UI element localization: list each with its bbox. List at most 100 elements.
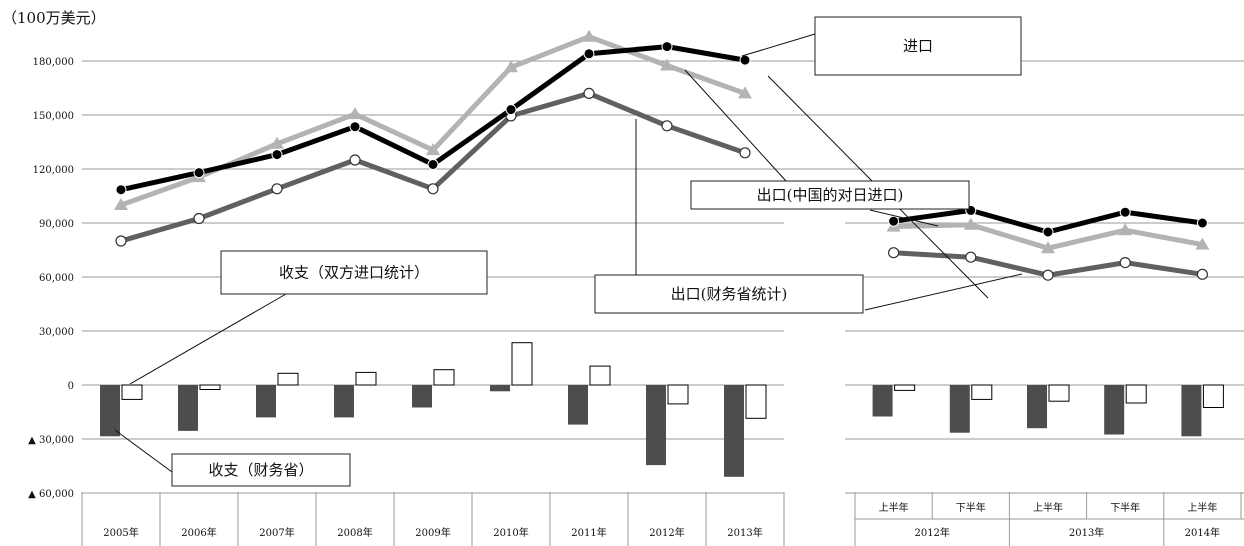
point-export-mof	[583, 87, 595, 100]
x-tick-label: 2013年	[727, 526, 762, 539]
point-export-china	[114, 198, 128, 210]
x-tick-label: 2012年	[649, 526, 684, 539]
point-import	[193, 167, 205, 179]
x-axis: 2005年 2006年 2007年 2008年 2009年 2010年 2011年 2012年…	[81, 492, 1244, 546]
bar-balance-dual	[894, 384, 916, 391]
bar-balance-dual	[277, 372, 299, 386]
point-export-mof	[887, 247, 900, 259]
bar-balance-mof	[646, 385, 666, 466]
y-tick-label: ▲ 60,000	[28, 489, 74, 500]
callout-export-china-box	[690, 180, 970, 210]
point-export-mof	[739, 147, 751, 159]
point-export-china	[963, 217, 978, 230]
point-export-china	[1041, 241, 1055, 254]
x-tick-label: 2006年	[181, 526, 216, 539]
unit-label: （100万美元）	[2, 9, 106, 27]
y-axis-ticks: ▲ 60,000 ▲ 30,000 0 30,000 60,000 90,000 120,0…	[28, 57, 74, 500]
bar-balance-dual	[121, 384, 143, 400]
point-export-mof	[193, 212, 205, 225]
point-import	[271, 149, 283, 161]
point-import	[1119, 206, 1131, 218]
point-import	[739, 54, 751, 66]
y-tick-label: 150,000	[33, 111, 74, 122]
y-tick-label: 30,000	[39, 327, 74, 338]
callout-balance-dual-box	[220, 250, 488, 295]
bar-balance-dual	[971, 384, 993, 400]
x-tick-label: 上半年	[1033, 501, 1063, 514]
point-export-mof	[1119, 257, 1131, 269]
bar-balance-mof	[872, 385, 893, 417]
callout-export-mof-text: 出口(财务省统计)	[671, 285, 788, 303]
bar-balance-mof	[256, 385, 276, 418]
callout-leader-export-china	[684, 69, 787, 182]
callout-import-box	[814, 16, 1022, 76]
bar-balance-dual	[1125, 384, 1147, 404]
bar-balance-mof	[1181, 385, 1202, 437]
bar-balance-mof	[100, 385, 120, 437]
bar-balance-dual	[745, 384, 767, 419]
point-export-china	[270, 136, 284, 149]
x-tick-label: 2008年	[337, 526, 372, 539]
bar-balance-mof	[568, 385, 588, 425]
bar-balance-dual	[1048, 384, 1070, 402]
y-tick-label: 0	[68, 381, 74, 392]
bar-balance-mof	[178, 385, 198, 431]
x-tick-label: 下半年	[1110, 501, 1140, 514]
x-tick-label: 2005年	[103, 526, 138, 539]
callout-import-text: 进口	[903, 37, 933, 55]
point-export-mof	[1196, 268, 1209, 280]
point-import	[583, 48, 595, 60]
y-tick-label: 60,000	[39, 273, 74, 284]
point-import	[505, 104, 517, 116]
callout-leader-import	[741, 33, 816, 57]
bar-balance-dual	[511, 342, 533, 386]
point-export-mof	[115, 235, 127, 247]
point-export-mof	[349, 154, 361, 166]
point-import	[1196, 217, 1208, 229]
point-export-mof	[1042, 269, 1054, 281]
balance-bars	[100, 342, 1224, 477]
x-tick-label: 2009年	[415, 526, 450, 539]
bar-balance-mof	[724, 385, 744, 477]
point-import	[1042, 226, 1054, 238]
callout-export-china-text: 出口(中国的对日进口)	[757, 186, 904, 204]
point-export-china	[504, 60, 518, 73]
y-tick-label: ▲ 30,000	[28, 435, 74, 446]
callout-leader-balance-dual	[129, 293, 287, 385]
x-tick-label: 2011年	[571, 526, 606, 539]
bar-balance-dual	[355, 371, 377, 386]
bar-balance-dual	[433, 369, 455, 386]
point-export-china	[348, 107, 362, 120]
point-import	[115, 184, 127, 196]
point-export-china	[1118, 223, 1133, 236]
point-export-mof	[661, 120, 673, 132]
bar-balance-dual	[589, 365, 611, 386]
point-export-china	[1195, 237, 1210, 250]
bar-balance-mof	[334, 385, 354, 418]
bar-balance-mof	[1104, 385, 1125, 435]
x-group-label: 2013年	[1069, 526, 1104, 539]
callout-leader-export-china	[869, 209, 939, 227]
bar-balance-dual	[1202, 384, 1224, 408]
bar-balance-dual	[667, 384, 689, 405]
x-tick-label: 上半年	[1187, 501, 1217, 514]
y-tick-label: 180,000	[33, 57, 74, 68]
callout-balance-mof-text: 收支（财务省）	[208, 461, 313, 479]
bar-balance-mof	[412, 385, 432, 408]
x-tick-label: 2007年	[259, 526, 294, 539]
point-import	[661, 41, 673, 53]
x-group-label: 2012年	[914, 526, 949, 539]
point-export-china	[738, 86, 752, 99]
point-import	[427, 159, 439, 170]
callout-leader-export-mof	[864, 273, 1023, 311]
point-export-china	[426, 143, 440, 156]
point-import	[888, 215, 900, 227]
y-tick-label: 90,000	[39, 219, 74, 230]
point-export-mof	[271, 183, 283, 195]
x-tick-label: 上半年	[879, 501, 909, 514]
callout-balance-mof-box	[171, 453, 351, 487]
bar-balance-mof	[490, 385, 510, 392]
callout-export-mof-box	[594, 274, 864, 314]
